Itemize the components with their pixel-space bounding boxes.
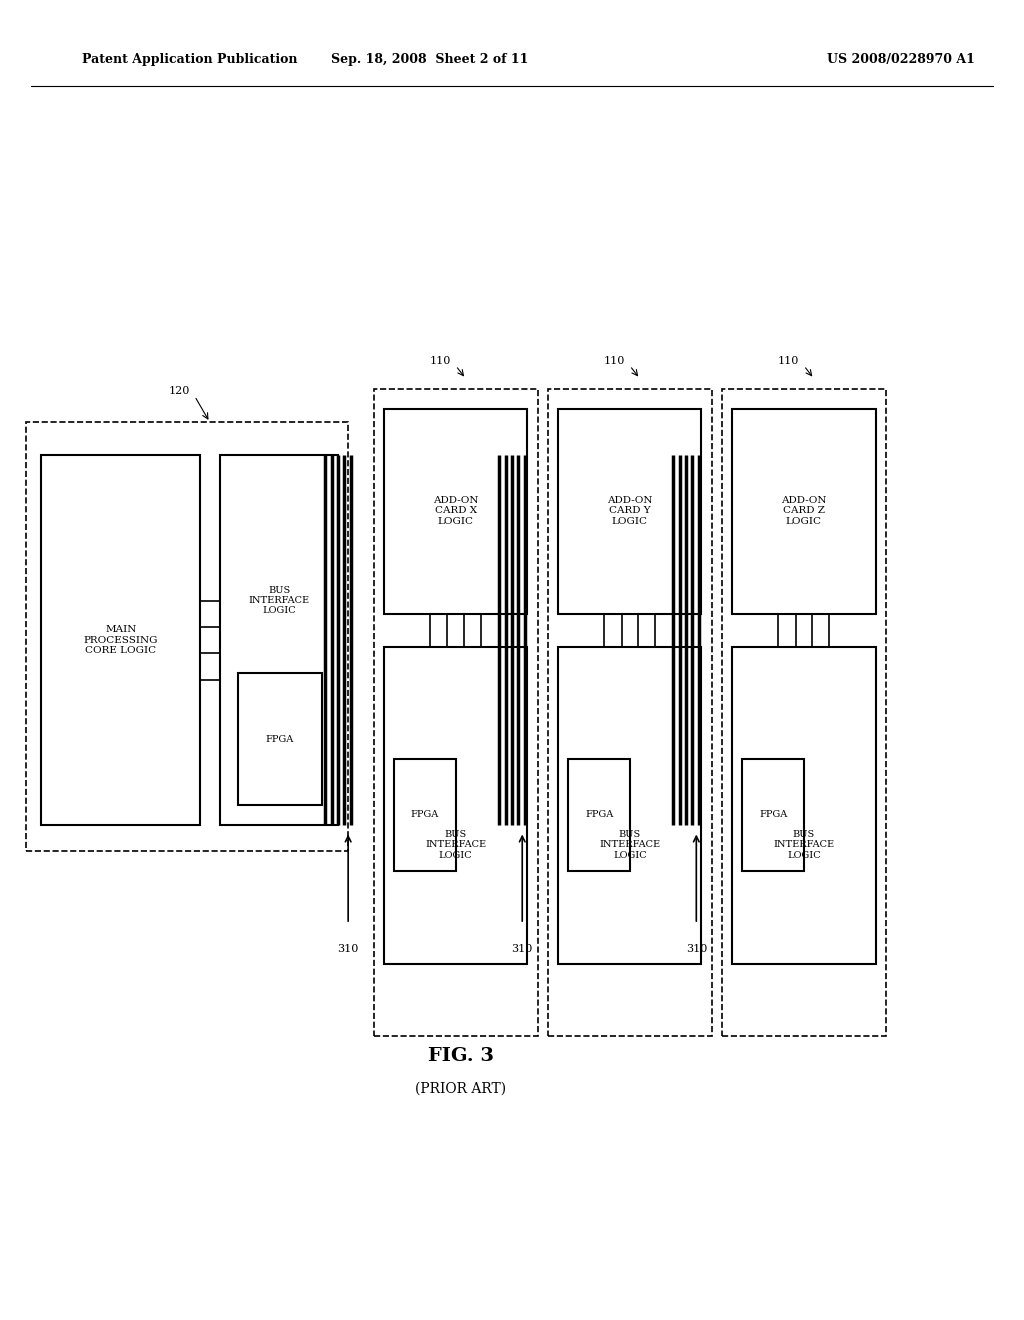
Text: 110: 110	[778, 355, 799, 366]
Text: Sep. 18, 2008  Sheet 2 of 11: Sep. 18, 2008 Sheet 2 of 11	[332, 53, 528, 66]
Text: ADD-ON
CARD X
LOGIC: ADD-ON CARD X LOGIC	[433, 496, 478, 525]
FancyBboxPatch shape	[384, 409, 527, 614]
FancyBboxPatch shape	[41, 455, 200, 825]
FancyBboxPatch shape	[568, 759, 630, 871]
Text: 110: 110	[604, 355, 625, 366]
Text: BUS
INTERFACE
LOGIC: BUS INTERFACE LOGIC	[249, 586, 309, 615]
Text: 310: 310	[512, 944, 532, 954]
Text: 110: 110	[430, 355, 451, 366]
Text: 120: 120	[169, 385, 189, 396]
FancyBboxPatch shape	[384, 647, 527, 964]
Text: (PRIOR ART): (PRIOR ART)	[416, 1082, 506, 1096]
Text: BUS
INTERFACE
LOGIC: BUS INTERFACE LOGIC	[773, 830, 835, 859]
Text: ADD-ON
CARD Y
LOGIC: ADD-ON CARD Y LOGIC	[607, 496, 652, 525]
FancyBboxPatch shape	[558, 647, 701, 964]
Text: 310: 310	[338, 944, 358, 954]
Text: BUS
INTERFACE
LOGIC: BUS INTERFACE LOGIC	[425, 830, 486, 859]
FancyBboxPatch shape	[558, 409, 701, 614]
FancyBboxPatch shape	[238, 673, 322, 805]
Text: US 2008/0228970 A1: US 2008/0228970 A1	[827, 53, 975, 66]
FancyBboxPatch shape	[220, 455, 338, 825]
Text: FPGA: FPGA	[585, 810, 613, 818]
Text: MAIN
PROCESSING
CORE LOGIC: MAIN PROCESSING CORE LOGIC	[84, 626, 158, 655]
FancyBboxPatch shape	[742, 759, 804, 871]
Text: 310: 310	[686, 944, 707, 954]
FancyBboxPatch shape	[732, 409, 876, 614]
Text: Patent Application Publication: Patent Application Publication	[82, 53, 297, 66]
FancyBboxPatch shape	[394, 759, 456, 871]
Text: ADD-ON
CARD Z
LOGIC: ADD-ON CARD Z LOGIC	[781, 496, 826, 525]
Text: FPGA: FPGA	[265, 735, 294, 743]
FancyBboxPatch shape	[732, 647, 876, 964]
Text: FPGA: FPGA	[759, 810, 787, 818]
Text: FIG. 3: FIG. 3	[428, 1047, 494, 1065]
Text: FPGA: FPGA	[411, 810, 439, 818]
Text: BUS
INTERFACE
LOGIC: BUS INTERFACE LOGIC	[599, 830, 660, 859]
